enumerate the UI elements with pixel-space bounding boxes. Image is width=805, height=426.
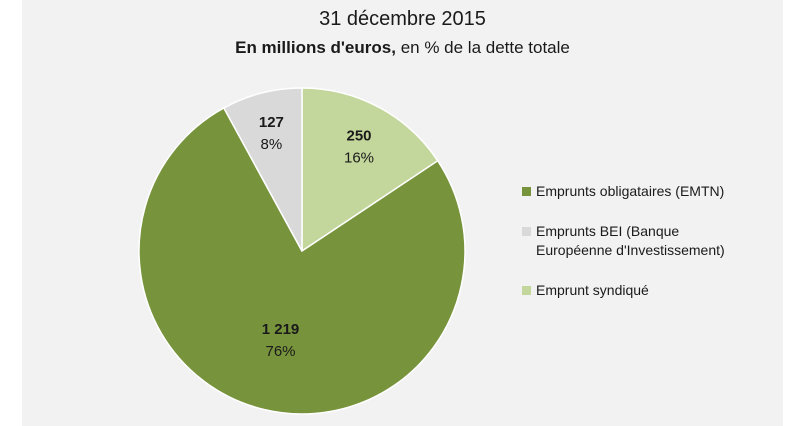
legend-item-bei: Emprunts BEI (Banque Européenne d'Invest… [522,222,782,260]
right-margin [783,0,805,426]
value-label-emtn: 1 219 [262,321,300,338]
left-margin [0,0,22,426]
value-label-syndique: 250 [346,128,371,145]
legend-item-syndique: Emprunt syndiqué [522,281,782,300]
legend-label-bei-line1: Emprunts BEI (Banque [536,223,680,239]
slice-emtn [138,106,466,415]
legend-label-emtn: Emprunts obligataires (EMTN) [536,183,725,199]
legend-swatch-emtn [522,187,531,196]
slice-syndique [301,87,439,253]
legend-swatch-syndique [522,286,531,295]
percent-label-bei: 8% [261,136,283,153]
slice-bei [222,87,303,252]
chart-title: 31 décembre 2015 [319,8,486,30]
value-label-bei: 127 [259,114,284,131]
legend-label-syndique: Emprunt syndiqué [536,282,649,298]
legend: Emprunts obligataires (EMTN) Emprunts BE… [522,182,782,321]
percent-label-syndique: 16% [344,150,374,167]
chart-subtitle: En millions d'euros, en % de la dette to… [22,38,783,58]
subtitle-rest: en % de la dette totale [395,38,570,57]
percent-label-emtn: 76% [265,343,295,360]
legend-label-bei-line2: Européenne d'Investissement) [536,242,725,258]
subtitle-bold: En millions d'euros, [235,38,396,57]
legend-item-emtn: Emprunts obligataires (EMTN) [522,182,782,201]
legend-swatch-bei [522,227,531,236]
